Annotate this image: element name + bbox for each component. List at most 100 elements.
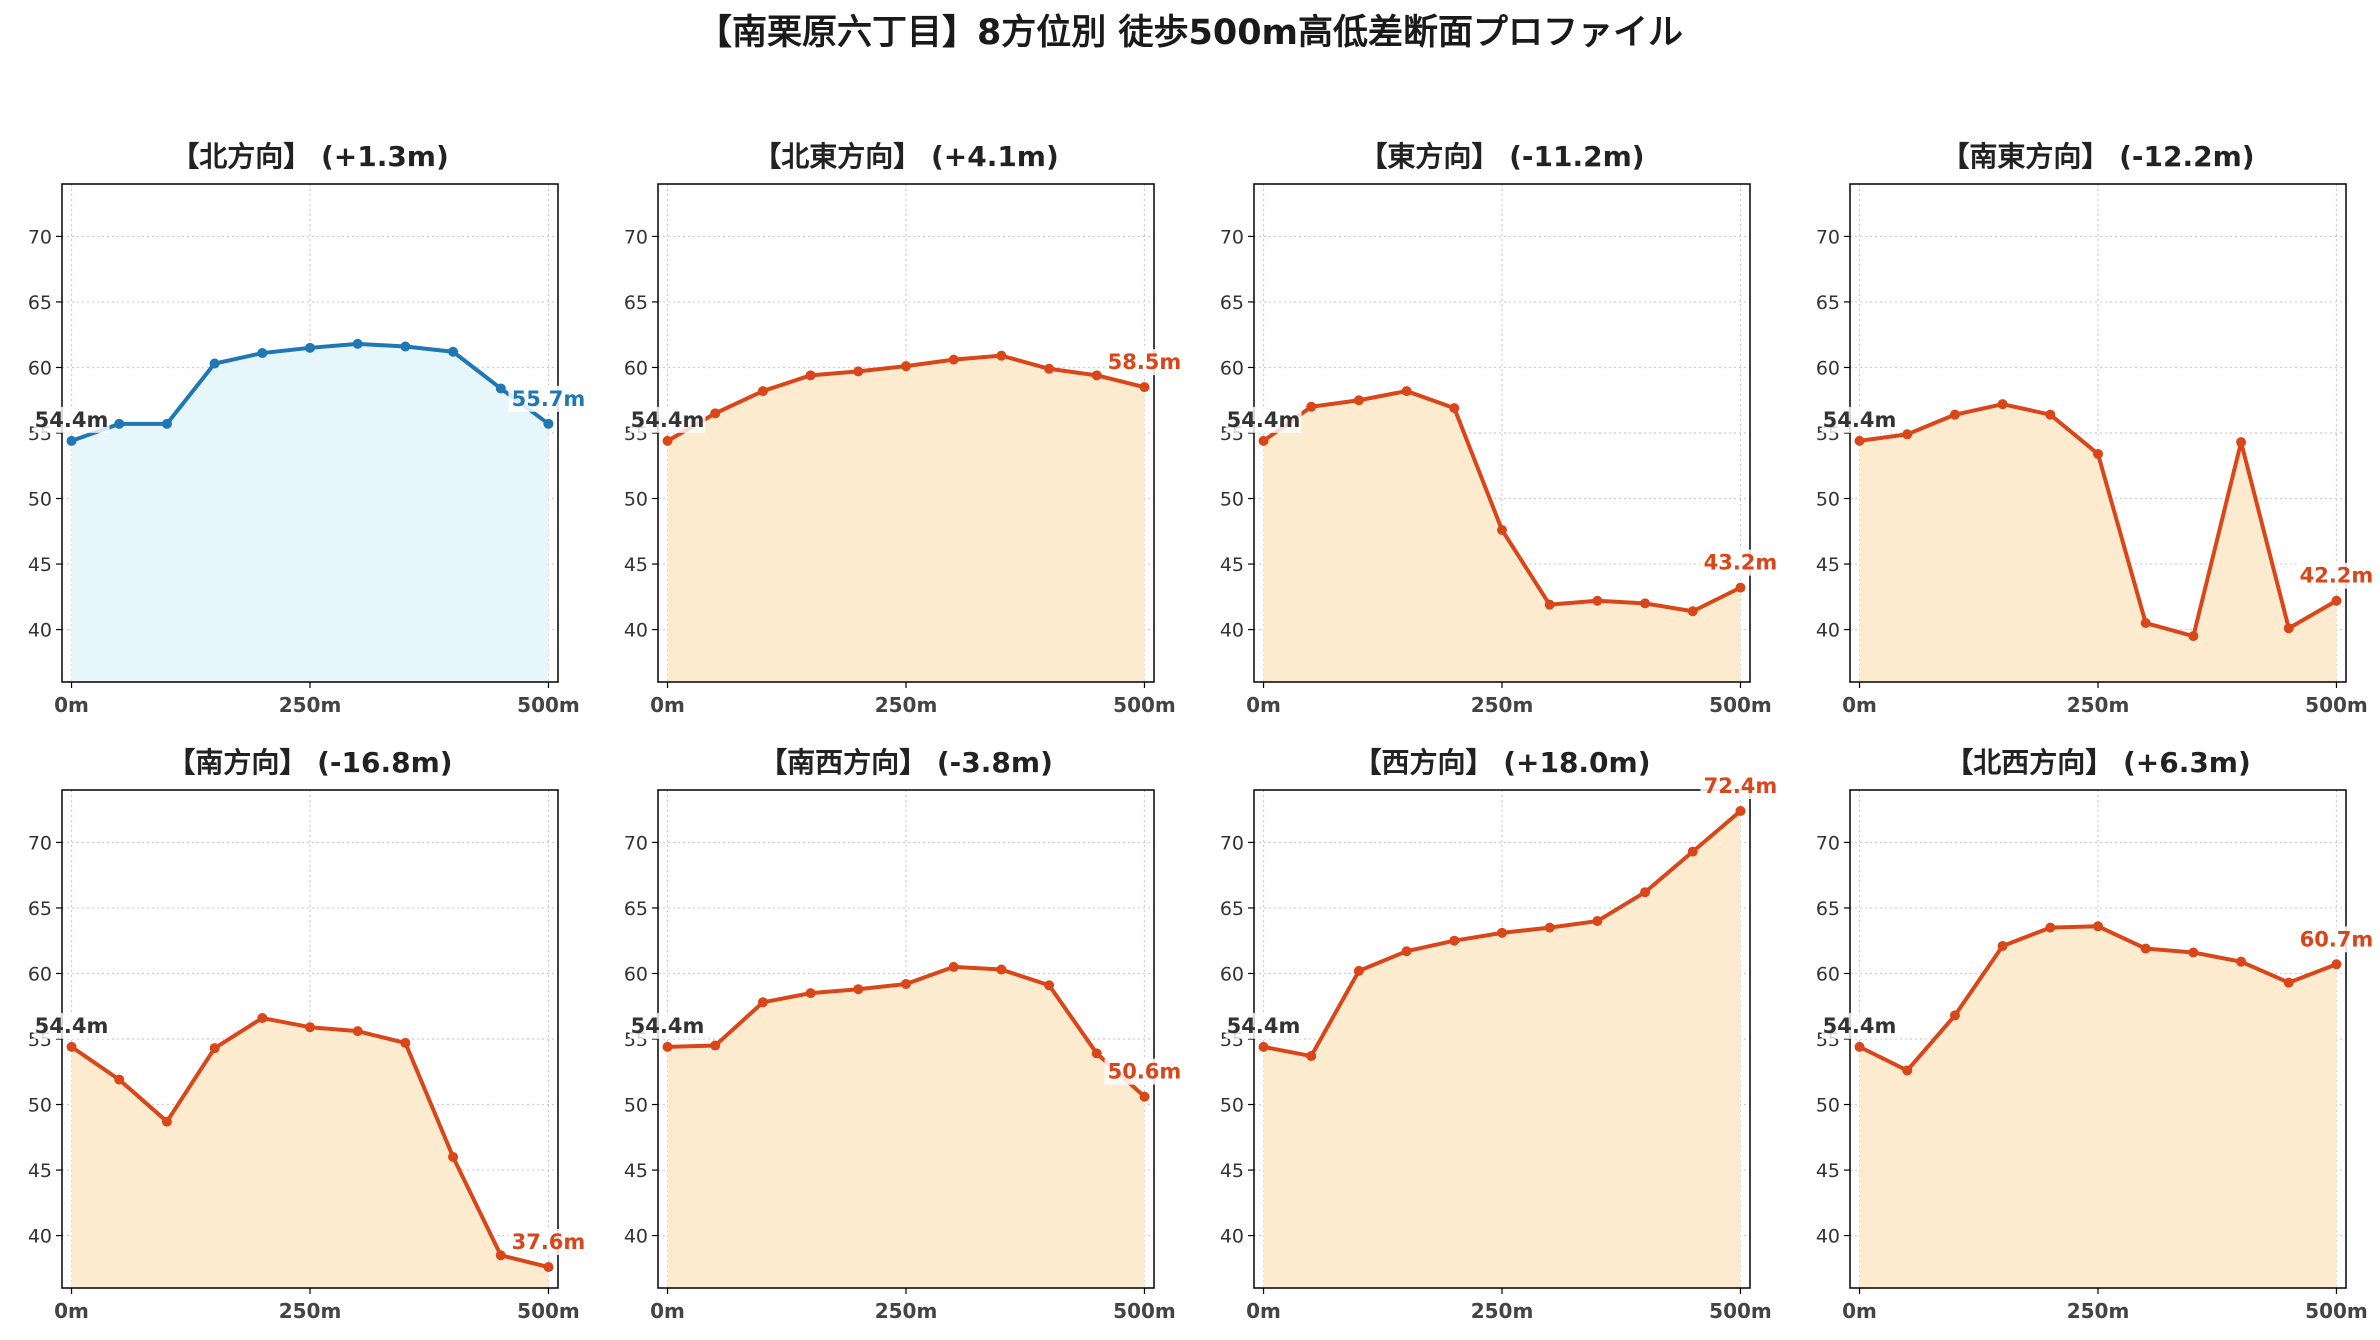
data-point [2093, 921, 2103, 932]
y-tick-label: 65 [624, 898, 648, 920]
y-tick-label: 70 [28, 226, 52, 248]
x-tick-label: 250m [279, 693, 342, 717]
data-point [2188, 947, 2199, 958]
y-tick-label: 65 [28, 898, 52, 920]
data-point [1544, 599, 1555, 610]
y-tick-label: 50 [1816, 1095, 1840, 1117]
data-point [805, 370, 816, 381]
data-point [1353, 395, 1364, 406]
data-point [1449, 403, 1460, 414]
start-label-bg [33, 406, 110, 433]
y-tick-label: 60 [1816, 357, 1840, 379]
data-point [1997, 399, 2008, 410]
data-point [757, 997, 768, 1008]
panel-title: 【北東方向】 (+4.1m) [753, 140, 1059, 173]
data-point [161, 418, 172, 429]
y-tick-label: 70 [1816, 832, 1840, 854]
x-tick-label: 0m [650, 1299, 685, 1323]
area-fill [667, 966, 1145, 1288]
data-point [305, 1022, 315, 1033]
y-tick-label: 70 [1816, 226, 1840, 248]
data-point [1258, 1041, 1269, 1052]
data-point [710, 1040, 721, 1051]
data-point [1997, 940, 2008, 951]
data-point [1306, 401, 1317, 412]
data-point [1687, 846, 1698, 857]
data-point [1854, 435, 1865, 446]
y-tick-label: 60 [624, 963, 648, 985]
data-point [1258, 435, 1269, 446]
panel-title: 【西方向】 (+18.0m) [1353, 746, 1650, 779]
data-point [2093, 448, 2103, 459]
start-label: 54.4m [1227, 408, 1301, 432]
x-tick-label: 250m [875, 1299, 938, 1323]
start-label: 54.4m [631, 408, 705, 432]
y-tick-label: 40 [1220, 1226, 1244, 1248]
end-label: 42.2m [2300, 564, 2374, 588]
data-point [1949, 1010, 1960, 1021]
end-label-bg [1700, 549, 1781, 576]
data-point [805, 988, 816, 999]
y-tick-label: 70 [1220, 832, 1244, 854]
data-point [1640, 598, 1651, 609]
end-label-bg [1700, 772, 1781, 799]
data-point [1544, 922, 1555, 933]
y-tick-label: 65 [1816, 292, 1840, 314]
data-point [209, 1043, 220, 1054]
y-tick-label: 60 [28, 357, 52, 379]
x-tick-label: 0m [650, 693, 685, 717]
y-tick-label: 70 [624, 226, 648, 248]
data-point [1401, 386, 1412, 397]
data-point [1640, 887, 1651, 898]
data-point [66, 435, 77, 446]
data-point [209, 358, 220, 369]
data-point [114, 1074, 125, 1085]
x-tick-label: 500m [1709, 1299, 1772, 1323]
data-point [1091, 1048, 1102, 1059]
y-tick-label: 45 [28, 554, 52, 576]
data-point [1902, 1065, 1913, 1076]
x-tick-label: 500m [2305, 1299, 2368, 1323]
start-label-bg [1225, 406, 1302, 433]
y-tick-label: 65 [624, 292, 648, 314]
y-tick-label: 40 [28, 620, 52, 642]
end-label-bg [508, 385, 589, 412]
data-point [257, 1013, 268, 1024]
x-tick-label: 0m [54, 693, 89, 717]
area-fill [1263, 391, 1741, 682]
data-point [996, 964, 1007, 975]
data-point [1902, 429, 1913, 440]
end-label: 50.6m [1108, 1060, 1182, 1084]
y-tick-label: 45 [28, 1160, 52, 1182]
data-point [2236, 956, 2247, 967]
start-label: 54.4m [1823, 1014, 1897, 1038]
y-tick-label: 45 [624, 554, 648, 576]
start-label-bg [1821, 1012, 1898, 1039]
y-tick-label: 50 [28, 489, 52, 511]
data-point [1139, 1091, 1150, 1102]
y-tick-label: 40 [1816, 620, 1840, 642]
x-tick-label: 0m [1842, 1299, 1877, 1323]
data-point [1353, 965, 1364, 976]
panel-title: 【南西方向】 (-3.8m) [759, 746, 1053, 779]
panel-title: 【南方向】 (-16.8m) [167, 746, 452, 779]
y-tick-label: 50 [1816, 489, 1840, 511]
start-label-bg [1225, 1012, 1302, 1039]
end-label-bg [1104, 349, 1185, 376]
area-fill [71, 343, 549, 682]
x-tick-label: 500m [1709, 693, 1772, 717]
data-point [495, 383, 506, 394]
data-point [1044, 980, 1055, 991]
y-tick-label: 50 [1220, 489, 1244, 511]
data-point [853, 366, 864, 377]
y-tick-label: 70 [1220, 226, 1244, 248]
x-tick-label: 500m [1113, 693, 1176, 717]
data-point [257, 348, 268, 359]
y-tick-label: 45 [1816, 1160, 1840, 1182]
data-point [352, 1026, 363, 1037]
y-tick-label: 65 [1220, 898, 1244, 920]
x-tick-label: 0m [1842, 693, 1877, 717]
x-tick-label: 500m [517, 1299, 580, 1323]
y-tick-label: 40 [624, 620, 648, 642]
